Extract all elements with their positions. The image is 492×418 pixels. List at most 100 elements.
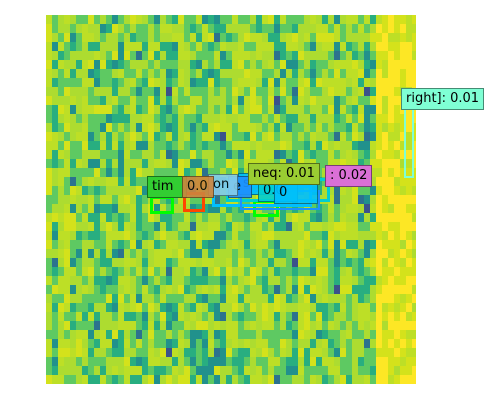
spectrogram-cell xyxy=(58,159,65,169)
spectrogram-cell xyxy=(178,375,185,384)
spectrogram-cell xyxy=(178,231,185,241)
spectrogram-cell xyxy=(100,105,107,115)
spectrogram-cell xyxy=(202,114,209,124)
spectrogram-cell xyxy=(394,42,401,52)
spectrogram-cell xyxy=(172,231,179,241)
spectrogram-cell xyxy=(100,150,107,160)
spectrogram-cell xyxy=(232,78,239,88)
spectrogram-cell xyxy=(322,150,329,160)
spectrogram-cell xyxy=(202,240,209,250)
spectrogram-cell xyxy=(226,24,233,34)
spectrogram-cell xyxy=(370,150,377,160)
spectrogram-cell xyxy=(406,330,413,340)
spectrogram-cell xyxy=(406,168,413,178)
spectrogram-cell xyxy=(214,240,221,250)
spectrogram-cell xyxy=(214,366,221,376)
spectrogram-cell xyxy=(358,312,365,322)
spectrogram-cell xyxy=(262,96,269,106)
spectrogram-cell xyxy=(340,15,347,25)
spectrogram-cell xyxy=(76,312,83,322)
spectrogram-cell xyxy=(274,222,281,232)
spectrogram-cell xyxy=(226,267,233,277)
spectrogram-cell xyxy=(304,285,311,295)
spectrogram-cell xyxy=(190,348,197,358)
spectrogram-cell xyxy=(154,195,161,205)
spectrogram-cell xyxy=(130,357,137,367)
spectrogram-cell xyxy=(112,366,119,376)
spectrogram-cell xyxy=(406,159,413,169)
spectrogram-cell xyxy=(250,123,257,133)
spectrogram-cell xyxy=(76,69,83,79)
spectrogram-cell xyxy=(286,276,293,286)
spectrogram-cell xyxy=(232,312,239,322)
spectrogram-cell xyxy=(352,312,359,322)
spectrogram-cell xyxy=(346,132,353,142)
spectrogram-cell xyxy=(214,33,221,43)
spectrogram-cell xyxy=(358,132,365,142)
spectrogram-cell xyxy=(334,195,341,205)
spectrogram-cell xyxy=(370,294,377,304)
spectrogram-cell xyxy=(100,15,107,25)
spectrogram-cell xyxy=(154,114,161,124)
spectrogram-cell xyxy=(136,357,143,367)
spectrogram-cell xyxy=(262,366,269,376)
spectrogram-cell xyxy=(202,60,209,70)
spectrogram-cell xyxy=(214,168,221,178)
spectrogram-cell xyxy=(106,231,113,241)
spectrogram-cell xyxy=(250,375,257,384)
spectrogram-cell xyxy=(160,69,167,79)
spectrogram-cell xyxy=(202,78,209,88)
spectrogram-cell xyxy=(352,186,359,196)
spectrogram-cell xyxy=(52,240,59,250)
spectrogram-cell xyxy=(154,123,161,133)
spectrogram-cell xyxy=(64,195,71,205)
spectrogram-cell xyxy=(346,339,353,349)
spectrogram-cell xyxy=(358,24,365,34)
spectrogram-cell xyxy=(184,312,191,322)
spectrogram-cell xyxy=(88,105,95,115)
spectrogram-cell xyxy=(376,150,383,160)
spectrogram-cell xyxy=(226,375,233,384)
spectrogram-cell xyxy=(148,114,155,124)
spectrogram-cell xyxy=(160,249,167,259)
spectrogram-cell xyxy=(232,249,239,259)
spectrogram-cell xyxy=(370,249,377,259)
spectrogram-cell xyxy=(88,132,95,142)
spectrogram-cell xyxy=(82,303,89,313)
spectrogram-cell xyxy=(88,96,95,106)
spectrogram-cell xyxy=(94,303,101,313)
spectrogram-cell xyxy=(46,123,53,133)
spectrogram-cell xyxy=(208,231,215,241)
spectrogram-cell xyxy=(334,186,341,196)
spectrogram-cell xyxy=(388,321,395,331)
spectrogram-cell xyxy=(154,51,161,61)
spectrogram-cell xyxy=(286,150,293,160)
spectrogram-cell xyxy=(64,24,71,34)
spectrogram-cell xyxy=(64,141,71,151)
spectrogram-cell xyxy=(220,87,227,97)
spectrogram-cell xyxy=(298,366,305,376)
spectrogram-cell xyxy=(160,195,167,205)
spectrogram-cell xyxy=(310,213,317,223)
spectrogram-cell xyxy=(262,321,269,331)
spectrogram-cell xyxy=(136,375,143,384)
spectrogram-cell xyxy=(70,357,77,367)
spectrogram-cell xyxy=(304,330,311,340)
spectrogram-cell xyxy=(232,348,239,358)
spectrogram-cell xyxy=(100,159,107,169)
spectrogram-cell xyxy=(274,24,281,34)
spectrogram-cell xyxy=(286,249,293,259)
spectrogram-cell xyxy=(382,249,389,259)
spectrogram-cell xyxy=(58,321,65,331)
spectrogram-cell xyxy=(214,231,221,241)
spectrogram-cell xyxy=(124,240,131,250)
spectrogram-cell xyxy=(412,267,416,277)
spectrogram-cell xyxy=(94,222,101,232)
spectrogram-cell xyxy=(388,294,395,304)
spectrogram-cell xyxy=(148,249,155,259)
spectrogram-cell xyxy=(256,213,263,223)
spectrogram-cell xyxy=(328,114,335,124)
spectrogram-cell xyxy=(406,51,413,61)
spectrogram-cell xyxy=(310,222,317,232)
spectrogram-cell xyxy=(328,312,335,322)
